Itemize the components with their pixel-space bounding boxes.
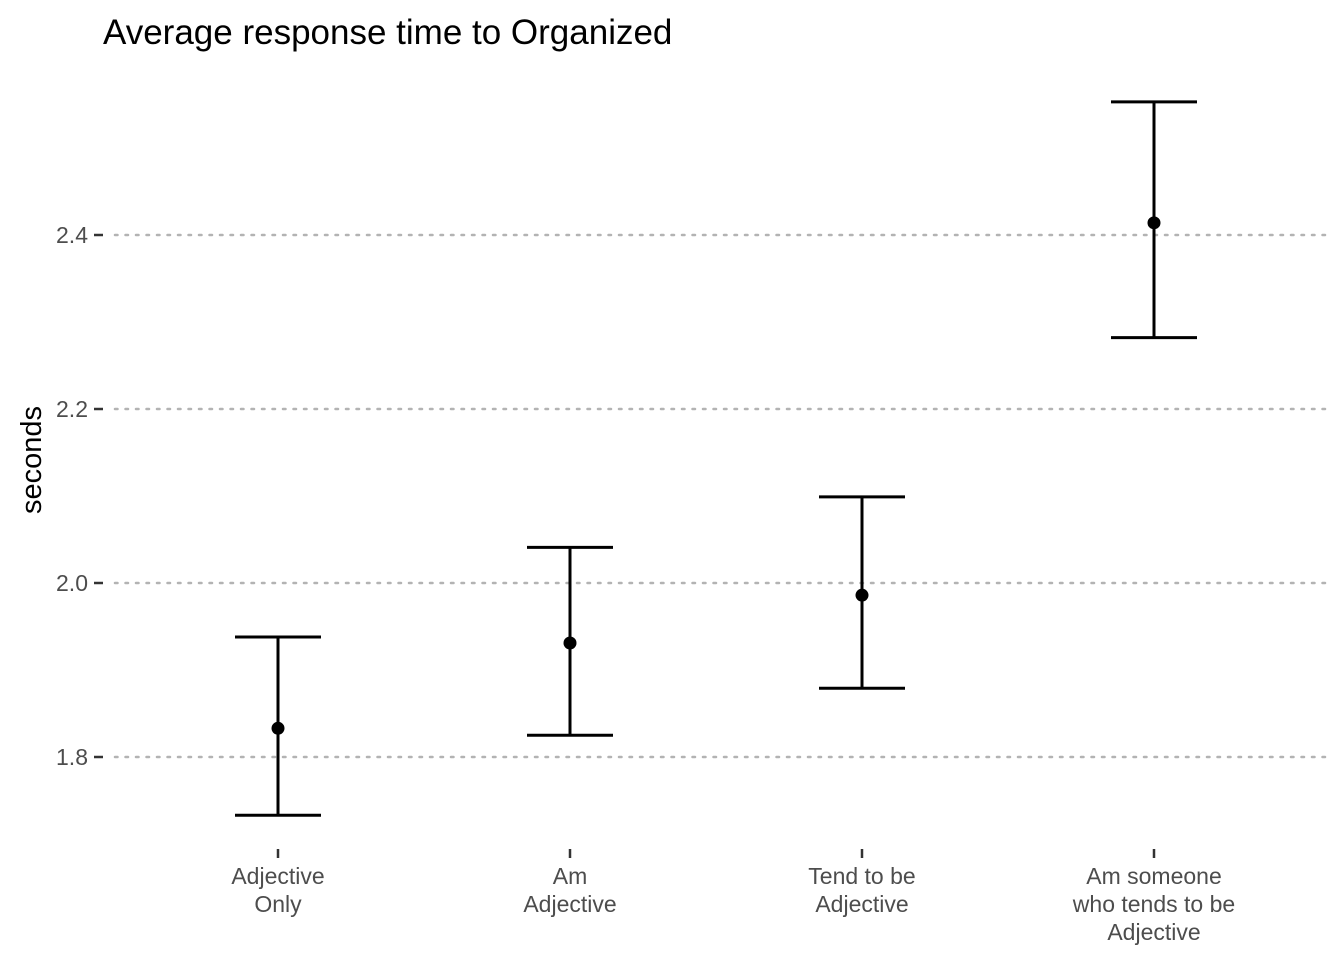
chart-title: Average response time to Organized: [103, 13, 672, 52]
data-point: [855, 588, 869, 602]
grid-lines: [113, 233, 1328, 759]
data-point: [563, 636, 577, 650]
x-tick-label: Am someone who tends to be Adjective: [1072, 863, 1235, 945]
data-point: [271, 721, 285, 735]
y-axis-label: seconds: [16, 406, 48, 514]
y-tick-label: 2.2: [56, 396, 88, 422]
data-point: [1147, 216, 1161, 230]
x-tick-label: Am Adjective: [523, 863, 616, 917]
x-tick-label: Adjective Only: [231, 863, 324, 917]
x-axis-ticks: Adjective Only Am Adjective Tend to be Adject…: [231, 849, 1235, 945]
y-tick-label: 2.4: [56, 222, 88, 248]
x-tick-label: Tend to be Adjective: [808, 863, 915, 917]
y-tick-label: 2.0: [56, 570, 88, 596]
chart-marks: [235, 100, 1197, 817]
y-tick-label: 1.8: [56, 744, 88, 770]
y-axis-ticks: 1.8 2.0 2.2 2.4: [56, 222, 103, 770]
